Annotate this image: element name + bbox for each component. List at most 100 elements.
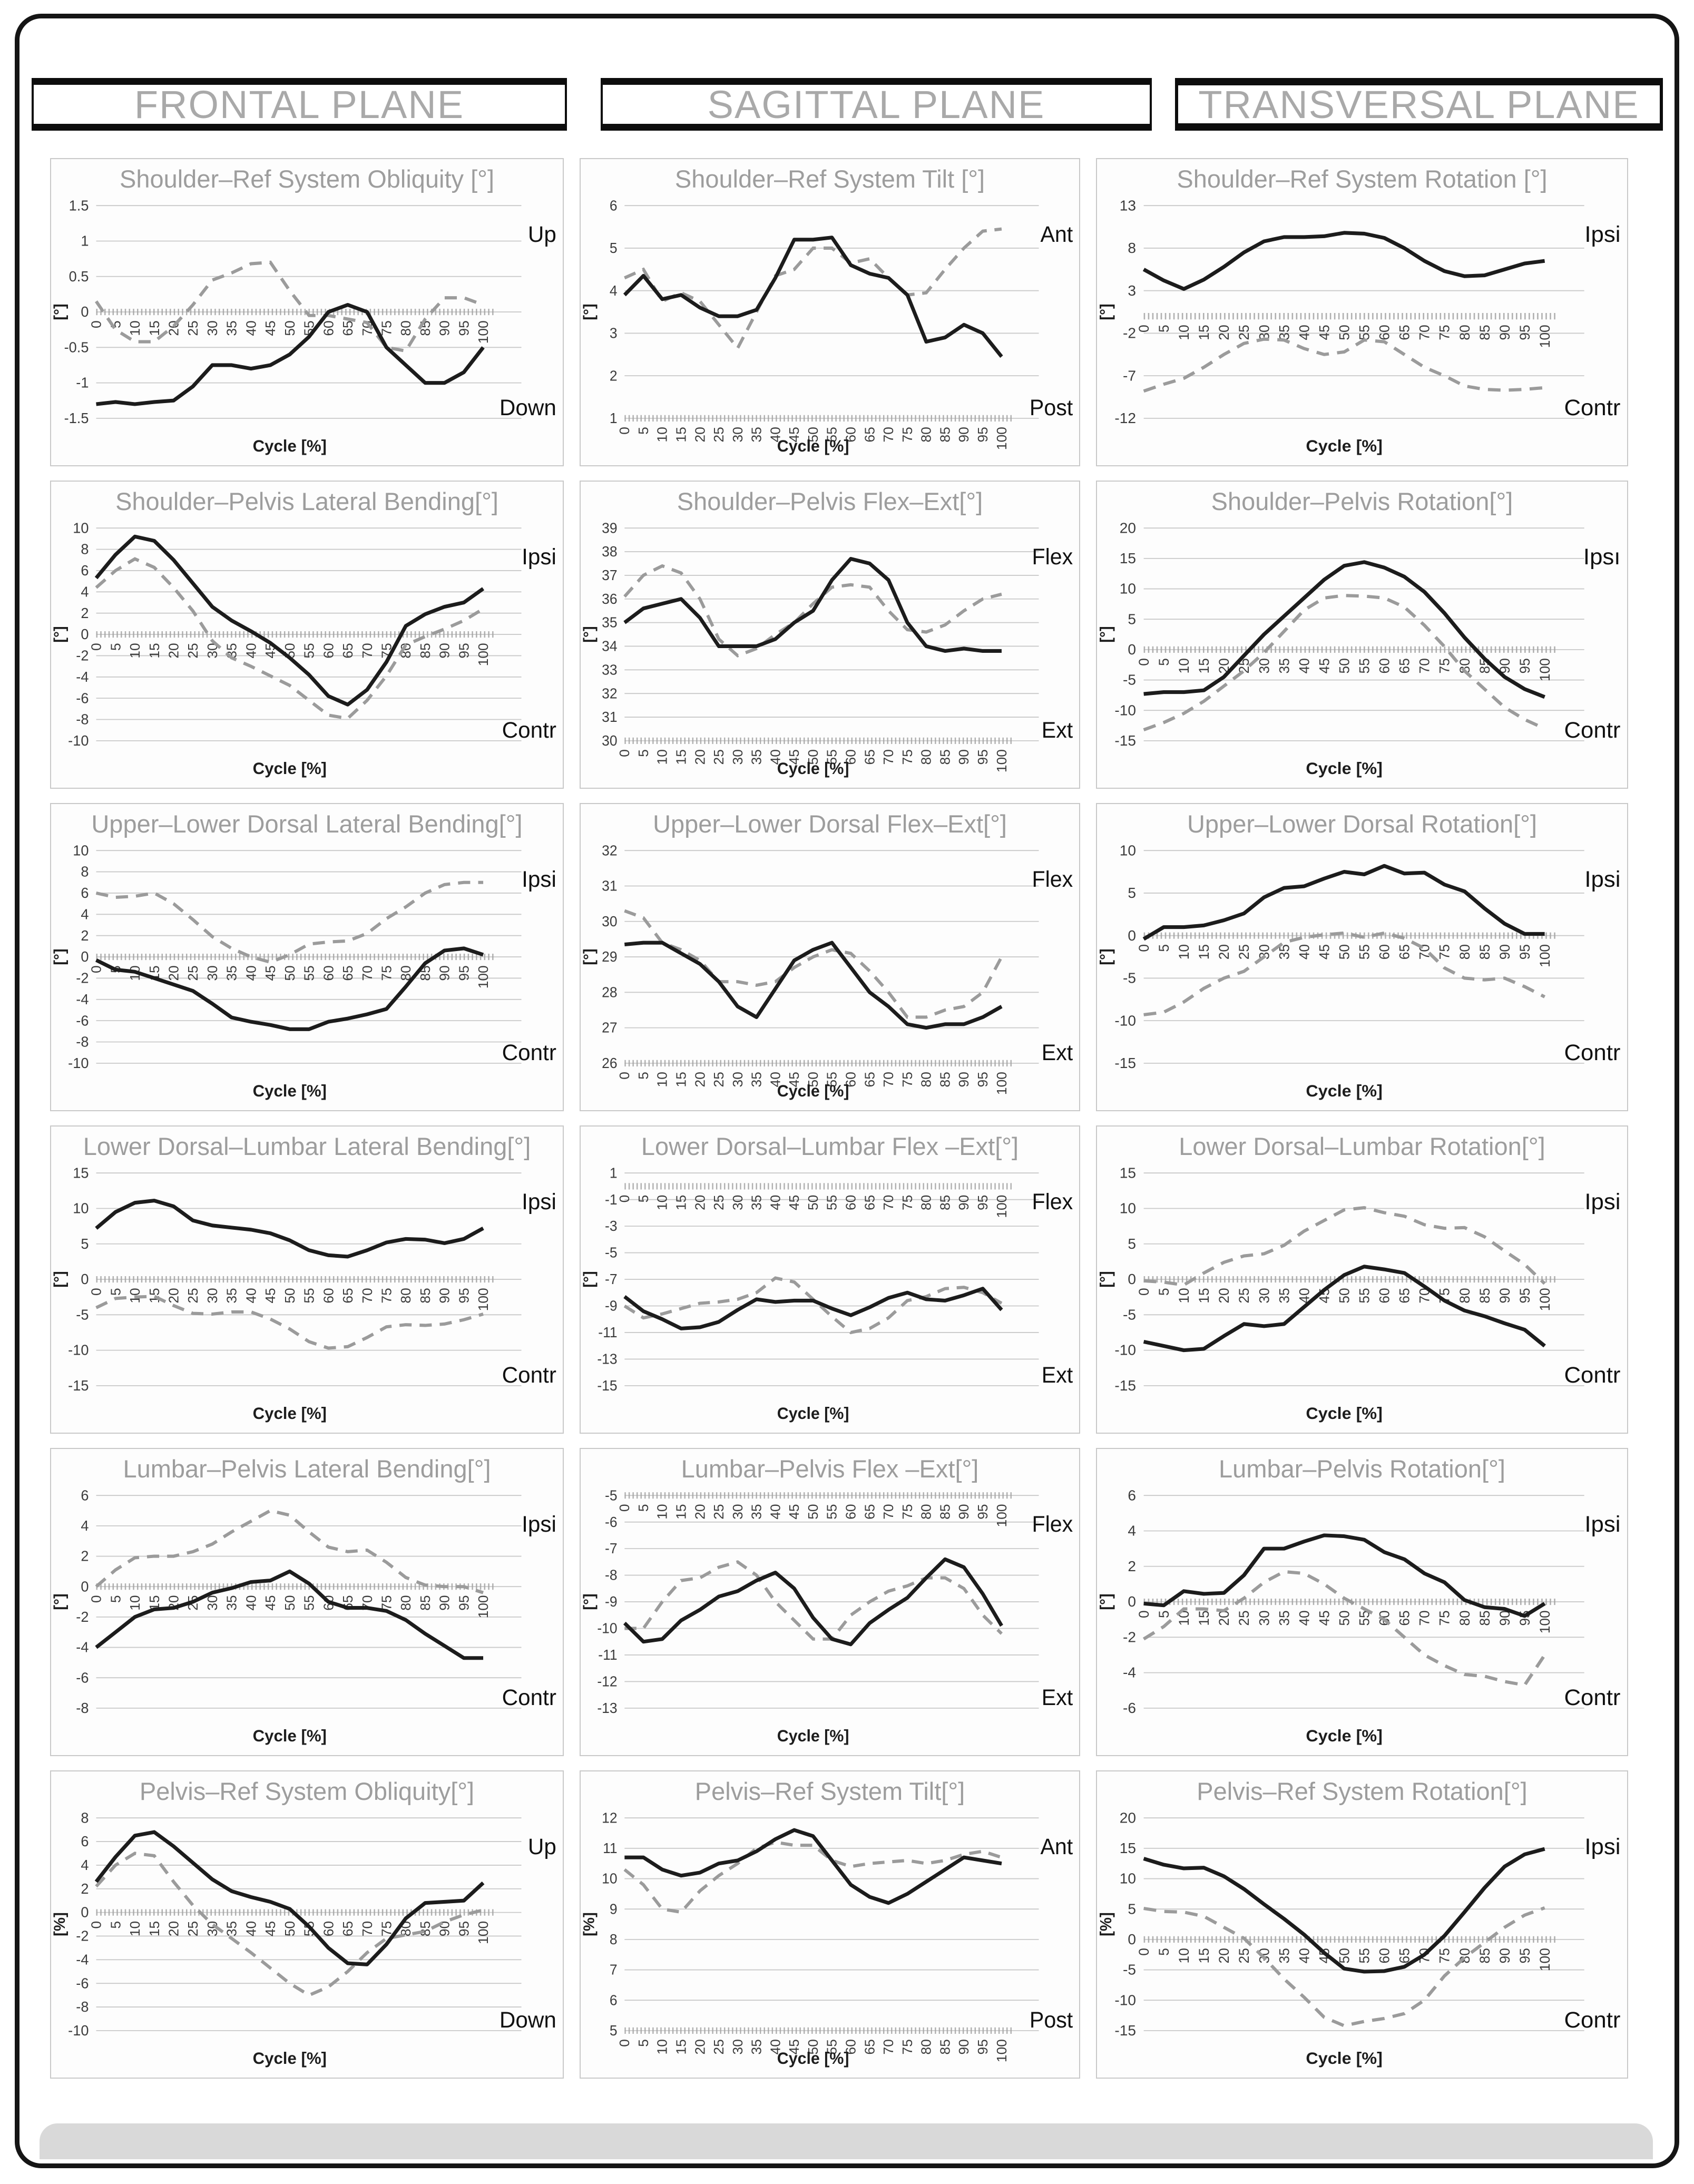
x-tick-label: 30	[1256, 658, 1272, 673]
y-axis-title: [°]	[1098, 948, 1115, 965]
x-tick-label: 95	[1517, 1288, 1533, 1303]
top-direction-label: Ipsi	[522, 544, 556, 569]
x-tick-label: 20	[166, 965, 182, 981]
x-tick-label: 40	[243, 965, 259, 981]
x-tick-label: 35	[750, 1504, 765, 1519]
x-tick-label: 95	[976, 1504, 991, 1519]
chart-title: Pelvis–Ref System Obliquity[°]	[139, 1777, 475, 1805]
y-tick-label: 34	[602, 638, 617, 654]
x-tick-label: 10	[1176, 1288, 1192, 1303]
x-tick-label: 35	[224, 1288, 240, 1303]
y-tick-label: 4	[610, 282, 618, 299]
x-tick-label: 85	[938, 427, 953, 442]
x-tick-label: 40	[769, 1072, 784, 1087]
y-tick-label: -15	[1114, 732, 1136, 749]
y-tick-label: -11	[598, 1325, 617, 1341]
bottom-direction-label: Contr	[502, 718, 556, 742]
x-tick-label: 70	[359, 1921, 375, 1936]
x-tick-label: 90	[1497, 944, 1513, 959]
x-tick-label: 55	[1356, 1948, 1372, 1963]
x-tick-label: 15	[1196, 1288, 1212, 1303]
x-tick-label: 80	[1456, 325, 1472, 340]
y-axis-title: [°]	[51, 948, 68, 965]
y-tick-label: -11	[598, 1647, 617, 1663]
y-tick-label: 35	[602, 614, 617, 631]
y-tick-label: -1.5	[64, 410, 89, 426]
chart-title: Pelvis–Ref System Rotation[°]	[1197, 1777, 1527, 1805]
x-tick-label: 100	[475, 1921, 491, 1944]
x-tick-label: 95	[976, 427, 991, 442]
x-tick-label: 100	[475, 965, 491, 988]
y-tick-label: -5	[1123, 1962, 1136, 1978]
y-tick-label: 0	[81, 1271, 89, 1287]
x-tick-label: 70	[359, 643, 375, 658]
y-tick-label: -8	[76, 1700, 89, 1716]
x-tick-label: 50	[806, 1195, 821, 1210]
x-tick-label: 85	[938, 1195, 953, 1210]
chart-title: Upper–Lower Dorsal Rotation[°]	[1187, 810, 1538, 838]
x-tick-label: 0	[618, 2039, 633, 2047]
top-direction-label: Ipsi	[522, 867, 556, 892]
x-tick-label: 25	[712, 2039, 727, 2054]
x-tick-label: 60	[844, 1504, 859, 1519]
y-tick-label: 1	[610, 1166, 618, 1181]
top-direction-label: Flex	[1032, 544, 1073, 569]
top-direction-label: Ipsi	[522, 1189, 556, 1214]
x-tick-label: 10	[655, 1504, 670, 1519]
chart-title: Shoulder–Ref System Tilt [°]	[674, 165, 985, 193]
dashed-series-line	[95, 1295, 484, 1350]
y-tick-label: -5	[605, 1245, 618, 1261]
dashed-series-line	[95, 1509, 484, 1594]
x-tick-label: 95	[456, 1595, 472, 1610]
x-tick-label: 10	[127, 643, 143, 658]
x-tick-label: 80	[919, 1195, 934, 1210]
x-tick-label: 60	[1376, 1288, 1392, 1303]
y-tick-label: -8	[76, 1034, 89, 1050]
x-tick-label: 35	[750, 749, 765, 765]
y-tick-label: -5	[1123, 672, 1136, 688]
y-tick-label: 5	[610, 2023, 618, 2039]
x-tick-label: 30	[731, 1072, 746, 1087]
x-tick-label: 10	[1176, 658, 1192, 673]
x-tick-label: 65	[863, 1195, 878, 1210]
x-tick-label: 50	[806, 2039, 821, 2054]
y-tick-label: -8	[605, 1567, 618, 1583]
y-tick-label: 36	[602, 591, 617, 607]
x-tick-label: 25	[712, 1195, 727, 1210]
x-tick-label: 0	[1136, 1288, 1152, 1296]
charts-grid: Shoulder–Ref System Obliquity [°] 1.5 1 0.5…	[50, 158, 1628, 2079]
y-tick-label: -15	[1114, 1377, 1136, 1394]
x-tick-label: 65	[1396, 944, 1412, 959]
x-tick-label: 60	[320, 320, 336, 336]
y-tick-label: 5	[1128, 885, 1136, 901]
solid-series-line	[1143, 1265, 1546, 1353]
x-tick-label: 75	[1436, 944, 1452, 959]
bottom-direction-label: Post	[1030, 2007, 1073, 2032]
y-tick-label: 5	[1128, 1901, 1136, 1917]
x-tick-label: 65	[340, 320, 356, 336]
x-tick-label: 0	[89, 1921, 104, 1929]
y-tick-label: -10	[597, 1620, 617, 1637]
x-axis-title: Cycle [%]	[253, 1082, 327, 1100]
solid-series-line	[623, 1557, 1003, 1647]
x-tick-label: 35	[750, 1195, 765, 1210]
x-tick-label: 10	[655, 1072, 670, 1087]
x-tick-label: 95	[456, 1288, 472, 1303]
x-tick-label: 0	[89, 1288, 104, 1296]
y-tick-label: -4	[76, 669, 89, 685]
top-direction-label: Ipsi	[1584, 1189, 1620, 1214]
x-tick-label: 40	[243, 1595, 259, 1610]
solid-series-line	[95, 1199, 484, 1259]
x-tick-label: 15	[1196, 658, 1212, 673]
bottom-direction-label: Contr	[1564, 718, 1620, 742]
x-tick-label: 55	[825, 2039, 840, 2054]
y-tick-label: 0.5	[69, 268, 89, 285]
x-tick-label: 20	[1216, 944, 1232, 959]
x-tick-label: 50	[806, 1504, 821, 1519]
x-tick-label: 5	[107, 1595, 123, 1603]
y-tick-label: 6	[81, 1488, 89, 1503]
x-tick-label: 20	[1216, 1948, 1232, 1963]
